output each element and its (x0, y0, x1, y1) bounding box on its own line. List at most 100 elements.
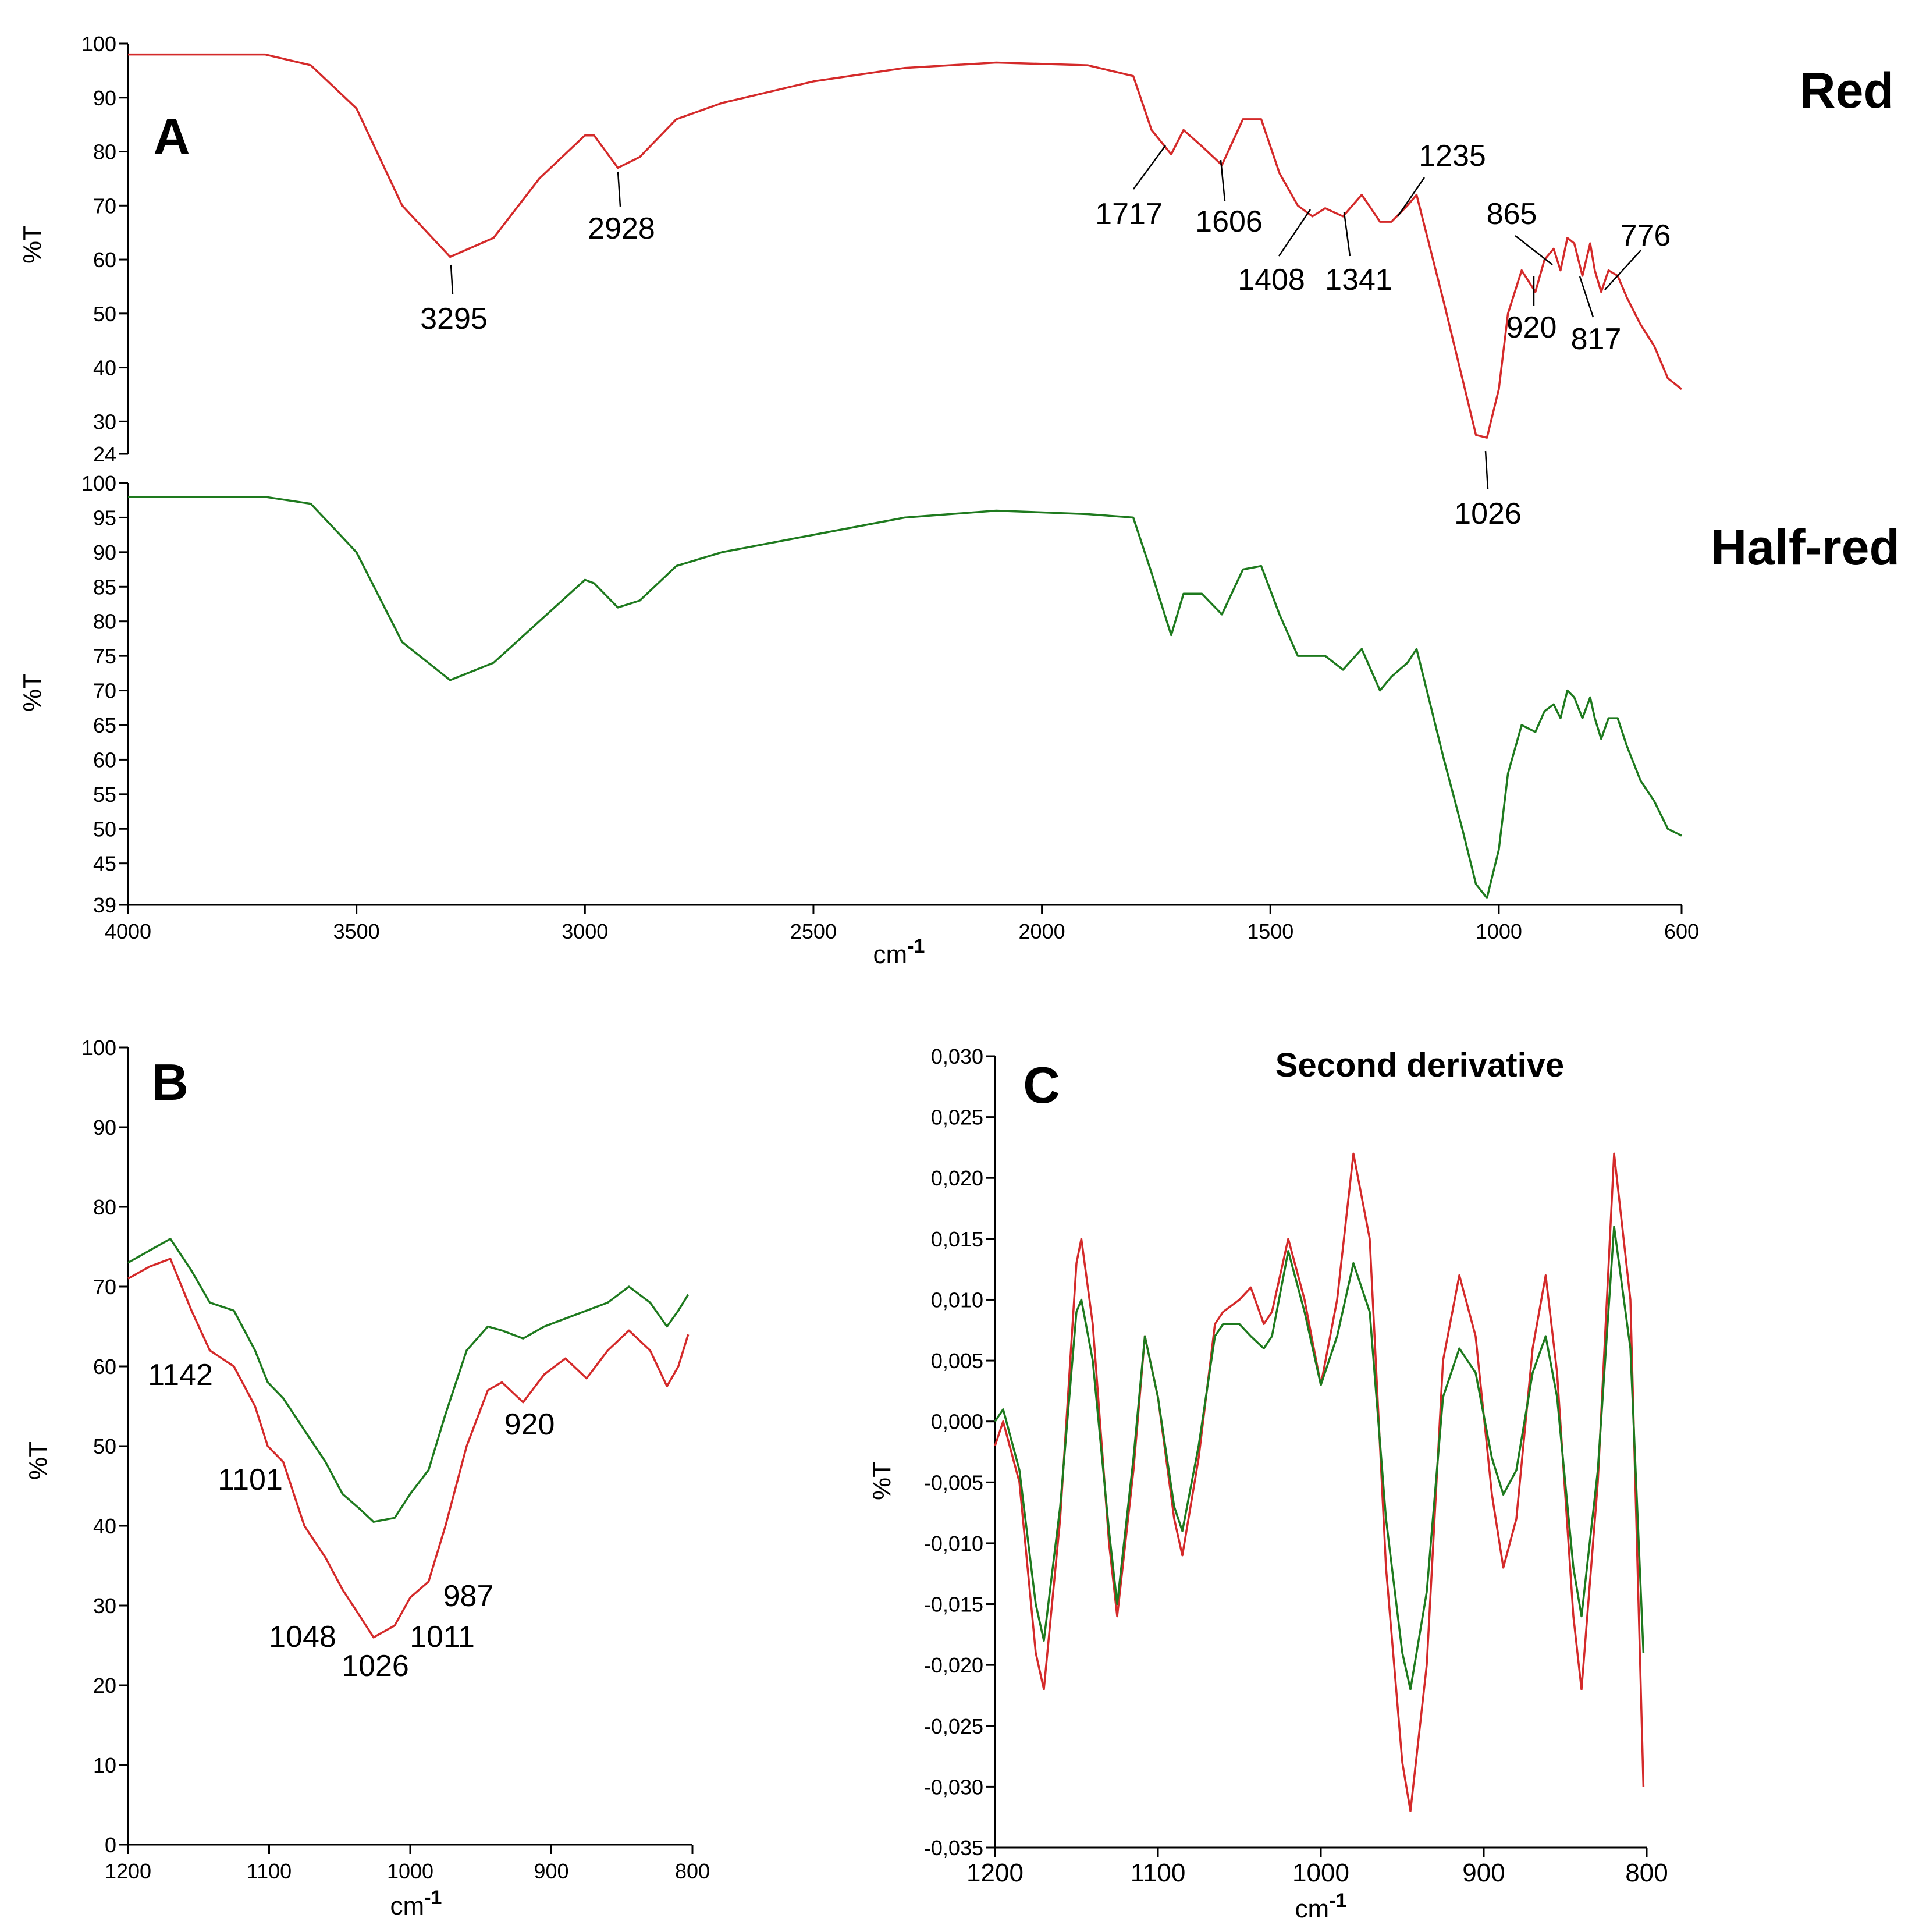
y-tick-label: -0,025 (924, 1714, 983, 1738)
y-tick-label: 30 (93, 410, 116, 434)
y-tick-label: 40 (93, 356, 116, 380)
y-tick-label: 20 (93, 1674, 116, 1697)
series-line-red (127, 1258, 690, 1639)
sample-label-red: Red (1800, 63, 1894, 119)
y-tick-label: 70 (93, 194, 116, 218)
annotation-leader (1278, 209, 1312, 257)
peak-annotation: 1341 (1325, 263, 1392, 297)
peak-annotation: 987 (443, 1579, 494, 1613)
series-line-half-red (994, 1226, 1645, 1690)
y-tick-label: 60 (93, 748, 116, 772)
peak-annotation: 1142 (148, 1358, 213, 1392)
peak-annotation: 1408 (1238, 263, 1305, 297)
chart-title: Second derivative (1275, 1046, 1564, 1084)
x-tick-label: 1100 (247, 1859, 292, 1883)
y-tick-label: 24 (93, 442, 116, 466)
annotation-leader (1579, 276, 1594, 318)
peak-annotation: 1101 (218, 1463, 283, 1497)
peak-annotation: 3295 (420, 302, 488, 336)
x-axis-label: cm-1 (873, 935, 925, 969)
y-tick-label: 60 (93, 248, 116, 272)
y-tick-label: 100 (81, 32, 116, 56)
annotation-leader (617, 171, 621, 207)
peak-annotation: 1011 (410, 1620, 475, 1654)
y-tick-label: 45 (93, 852, 116, 876)
x-tick-label: 800 (675, 1859, 710, 1883)
peak-annotation: 1606 (1195, 205, 1263, 239)
y-tick-label: 80 (93, 610, 116, 634)
peak-annotation: 776 (1621, 219, 1671, 253)
x-tick-label: 900 (1462, 1859, 1505, 1887)
annotation-leader (1396, 177, 1426, 217)
peak-annotation: 1026 (1454, 497, 1522, 531)
y-tick-label: 70 (93, 679, 116, 703)
x-tick-label: 800 (1625, 1859, 1668, 1887)
x-tick-label: 3500 (333, 919, 380, 943)
panel-label-a: A (153, 108, 190, 165)
y-tick-label: 80 (93, 140, 116, 164)
x-tick-label: 1200 (105, 1859, 151, 1883)
y-tick-label: 39 (93, 893, 116, 917)
annotation-leader (1132, 145, 1167, 190)
x-tick-label: 900 (534, 1859, 568, 1883)
y-tick-label: -0,020 (924, 1653, 983, 1677)
y-tick-label: 40 (93, 1514, 116, 1538)
y-tick-label: 85 (93, 575, 116, 599)
series-line-red (994, 1152, 1645, 1812)
x-tick-label: 1200 (966, 1859, 1024, 1887)
panel-label-c: C (1023, 1056, 1060, 1114)
y-tick-label: 0,030 (931, 1045, 983, 1068)
x-tick-label: 1000 (1292, 1859, 1349, 1887)
peak-annotation: 865 (1487, 197, 1537, 231)
peak-annotation: 920 (1506, 311, 1557, 345)
y-tick-label: -0,030 (924, 1775, 983, 1799)
peak-annotation: 1048 (269, 1620, 336, 1654)
y-tick-label: 10 (93, 1753, 116, 1777)
y-tick-label: 50 (93, 302, 116, 326)
y-tick-label: 70 (93, 1275, 116, 1299)
peak-annotation: 1235 (1419, 139, 1486, 173)
y-tick-label: 80 (93, 1195, 116, 1219)
series-line-half-red (127, 1238, 690, 1523)
y-tick-label: 50 (93, 1434, 116, 1458)
x-axis-label: cm-1 (1295, 1890, 1347, 1923)
y-tick-label: 60 (93, 1355, 116, 1379)
annotation-leader (1484, 450, 1489, 489)
x-tick-label: 4000 (105, 919, 151, 943)
y-tick-label: 0,025 (931, 1106, 983, 1130)
y-tick-label: -0,005 (924, 1471, 983, 1494)
y-tick-label: 55 (93, 783, 116, 807)
y-axis-label: %T (18, 225, 47, 264)
y-tick-label: -0,035 (924, 1836, 983, 1860)
series-line-red (128, 53, 1683, 439)
y-tick-label: 30 (93, 1594, 116, 1618)
x-axis-label: cm-1 (390, 1887, 442, 1920)
peak-annotation: 817 (1571, 322, 1622, 356)
annotation-leader (1515, 235, 1553, 265)
panel-label-b: B (151, 1053, 189, 1111)
peak-annotation: 2928 (588, 212, 655, 246)
x-tick-label: 3000 (562, 919, 608, 943)
y-tick-label: 90 (93, 86, 116, 110)
annotation-leader (450, 264, 454, 294)
y-tick-label: 90 (93, 1116, 116, 1139)
x-tick-label: 1100 (1131, 1859, 1186, 1887)
x-tick-label: 2000 (1019, 919, 1065, 943)
y-tick-label: 90 (93, 541, 116, 564)
y-tick-label: 0,005 (931, 1349, 983, 1373)
peak-annotation: 920 (504, 1408, 555, 1441)
y-tick-label: 0,015 (931, 1227, 983, 1251)
y-tick-label: 0 (105, 1833, 116, 1857)
y-tick-label: 65 (93, 713, 116, 737)
y-tick-label: 50 (93, 817, 116, 841)
y-tick-label: 0,020 (931, 1166, 983, 1190)
y-tick-label: 100 (81, 471, 116, 495)
y-tick-label: 100 (81, 1036, 116, 1060)
y-tick-label: 75 (93, 644, 116, 668)
y-tick-label: 0,010 (931, 1288, 983, 1312)
annotation-leader (1343, 212, 1351, 257)
y-tick-label: 0,000 (931, 1410, 983, 1434)
y-axis-label: %T (24, 1441, 52, 1480)
y-tick-label: -0,010 (924, 1532, 983, 1555)
